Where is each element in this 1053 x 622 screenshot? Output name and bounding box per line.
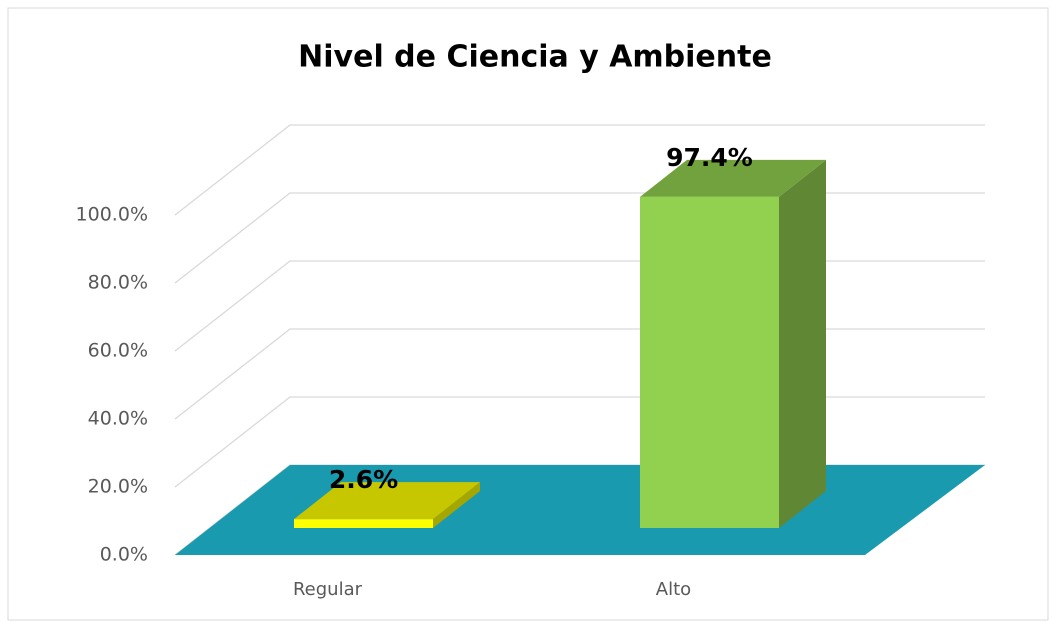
bar (640, 196, 779, 528)
value-label: 2.6% (329, 465, 398, 494)
y-tick-label: 20.0% (88, 476, 148, 498)
y-tick-label: 60.0% (88, 340, 148, 362)
x-tick-label: Regular (293, 579, 363, 600)
grid-line (174, 124, 985, 216)
x-tick-label: Alto (656, 579, 691, 600)
y-tick-label: 40.0% (88, 408, 148, 430)
y-tick-label: 80.0% (88, 272, 148, 294)
bar-top (640, 159, 826, 197)
y-tick-label: 100.0% (76, 204, 148, 226)
floor (175, 465, 985, 555)
bar-top (294, 482, 480, 520)
bar (294, 519, 433, 528)
bar-side (433, 482, 480, 528)
y-tick-label: 0.0% (100, 544, 148, 566)
bar-side (779, 159, 826, 528)
chart-title: Nivel de Ciencia y Ambiente (298, 40, 772, 75)
value-label: 97.4% (666, 143, 753, 172)
